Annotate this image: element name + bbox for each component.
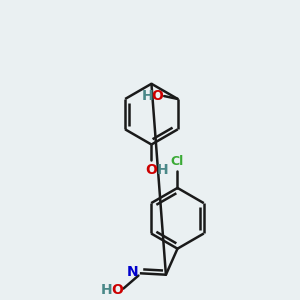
Text: O: O (151, 89, 163, 103)
Text: O: O (111, 283, 123, 297)
Text: O: O (146, 163, 158, 177)
Text: H: H (157, 163, 168, 177)
Text: N: N (127, 266, 138, 279)
Text: Cl: Cl (171, 155, 184, 168)
Text: H: H (101, 283, 112, 297)
Text: H: H (142, 89, 153, 103)
